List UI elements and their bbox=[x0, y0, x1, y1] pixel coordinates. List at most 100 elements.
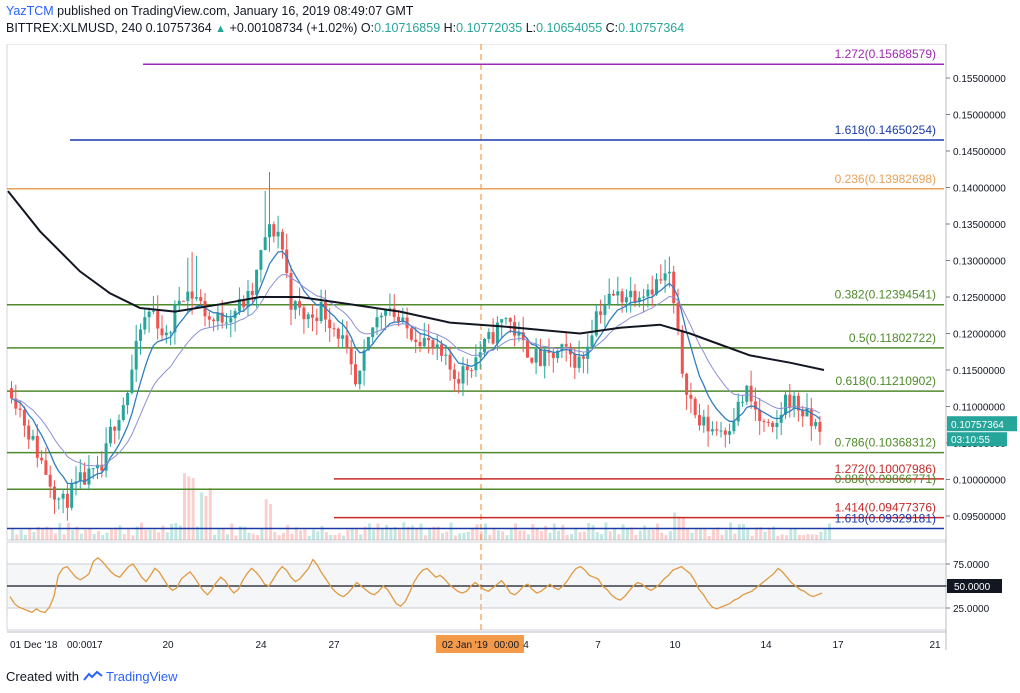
volume-bar bbox=[587, 523, 591, 540]
volume-bar bbox=[243, 526, 247, 540]
candle-body bbox=[650, 289, 654, 295]
volume-bar bbox=[785, 535, 788, 540]
candle-body bbox=[121, 405, 125, 420]
candle-body bbox=[216, 312, 220, 322]
volume-bar bbox=[393, 527, 397, 540]
candle-body bbox=[65, 493, 69, 508]
high-value: 0.10772035 bbox=[456, 21, 523, 35]
volume-bar bbox=[170, 523, 174, 540]
x-tick-label: 10 bbox=[669, 640, 681, 651]
candle-body bbox=[745, 385, 749, 402]
volume-bar bbox=[49, 528, 53, 540]
candle-body bbox=[31, 435, 35, 440]
candle-body bbox=[771, 422, 775, 428]
volume-bar bbox=[389, 528, 393, 540]
volume-bar bbox=[11, 529, 14, 540]
volume-bar bbox=[496, 530, 500, 540]
price-chart[interactable]: 0.15500000 0.15000000 0.14500000 0.14000000… bbox=[0, 43, 1020, 659]
volume-bar bbox=[716, 527, 720, 540]
volume-bar bbox=[234, 535, 238, 540]
volume-bar bbox=[355, 528, 358, 540]
volume-bar bbox=[329, 534, 333, 540]
volume-bar bbox=[410, 525, 414, 540]
volume-bar bbox=[527, 534, 530, 540]
volume-bar bbox=[333, 534, 337, 540]
volume-bar bbox=[320, 525, 324, 540]
volume-bar bbox=[789, 529, 793, 540]
volume-bar bbox=[415, 528, 419, 540]
candle-body bbox=[659, 279, 663, 281]
chart-area[interactable]: 0.15500000 0.15000000 0.14500000 0.14000000… bbox=[0, 43, 1020, 659]
fib-level-label: 0.618(0.11210902) bbox=[835, 374, 936, 388]
candle-body bbox=[113, 426, 117, 431]
volume-bar bbox=[337, 533, 341, 540]
volume-bar bbox=[54, 533, 57, 540]
volume-bar bbox=[294, 527, 298, 540]
candle-body bbox=[319, 301, 323, 322]
volume-bar bbox=[101, 534, 105, 540]
candle-body bbox=[397, 316, 400, 322]
volume-bar bbox=[458, 533, 462, 540]
candle-body bbox=[22, 409, 26, 426]
candle-body bbox=[667, 271, 671, 274]
candle-body bbox=[289, 272, 293, 310]
candle-body bbox=[603, 304, 607, 315]
last-price: 0.10757364 bbox=[145, 21, 212, 35]
brand-name[interactable]: TradingView bbox=[105, 669, 178, 684]
volume-bar bbox=[79, 533, 83, 540]
volume-bar bbox=[828, 523, 831, 540]
volume-bar bbox=[445, 531, 449, 540]
volume-bar bbox=[359, 534, 363, 540]
candle-body bbox=[379, 315, 383, 318]
candle-body bbox=[457, 379, 461, 384]
volume-bar bbox=[501, 531, 505, 540]
volume-bar bbox=[191, 477, 195, 540]
rsi-level-label: 50.0000 bbox=[954, 582, 991, 593]
candle-body bbox=[538, 348, 542, 367]
volume-bar bbox=[15, 534, 19, 540]
candle-body bbox=[341, 335, 345, 339]
candle-body bbox=[70, 483, 74, 508]
up-triangle-icon: ▲ bbox=[215, 23, 227, 35]
volume-bar bbox=[484, 523, 487, 540]
candle-body bbox=[108, 426, 112, 444]
candle-body bbox=[276, 231, 280, 237]
volume-bar bbox=[131, 535, 135, 540]
candle-body bbox=[57, 498, 61, 500]
volume-bar bbox=[565, 534, 569, 540]
candle-body bbox=[336, 328, 340, 339]
candle-body bbox=[418, 341, 422, 347]
volume-bar bbox=[737, 524, 741, 540]
candle-body bbox=[392, 308, 396, 317]
volume-bar bbox=[419, 523, 423, 540]
candle-body bbox=[440, 344, 443, 356]
volume-bar bbox=[127, 529, 131, 540]
candle-body bbox=[560, 344, 564, 351]
volume-bar bbox=[226, 534, 229, 540]
candle-body bbox=[526, 340, 529, 358]
volume-bar bbox=[802, 534, 806, 540]
candle-body bbox=[530, 357, 534, 363]
candle-body bbox=[203, 301, 207, 317]
volume-bar bbox=[221, 527, 225, 540]
created-with: Created with TradingView bbox=[6, 669, 178, 684]
candle-body bbox=[685, 373, 689, 395]
candle-body bbox=[491, 332, 495, 344]
volume-bar bbox=[819, 531, 823, 540]
last-price-label: 0.10757364 bbox=[951, 420, 1004, 431]
volume-bar bbox=[471, 527, 475, 540]
volume-bar bbox=[441, 533, 444, 540]
candle-body bbox=[315, 317, 319, 322]
candle-body bbox=[581, 356, 585, 359]
volume-bar bbox=[604, 522, 608, 540]
candle-body bbox=[483, 338, 486, 353]
rsi-tick-label: 25.0000 bbox=[953, 604, 990, 615]
candle-body bbox=[10, 388, 13, 399]
candle-body bbox=[96, 464, 99, 469]
candle-body bbox=[358, 370, 362, 385]
volume-bar bbox=[699, 527, 702, 540]
volume-bar bbox=[62, 534, 66, 540]
price-change: +0.00108734 (+1.02%) bbox=[229, 21, 358, 35]
volume-bar bbox=[183, 473, 186, 540]
author-name[interactable]: YazTCM bbox=[6, 4, 54, 18]
